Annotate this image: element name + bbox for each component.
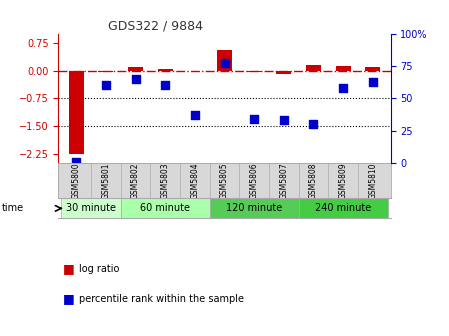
Bar bbox=[128, 67, 143, 71]
Bar bbox=[247, 71, 262, 73]
Text: percentile rank within the sample: percentile rank within the sample bbox=[79, 294, 243, 304]
Bar bbox=[306, 65, 321, 71]
Point bbox=[73, 159, 80, 164]
Text: GSM5800: GSM5800 bbox=[72, 162, 81, 199]
Text: GSM5805: GSM5805 bbox=[220, 162, 229, 199]
Bar bbox=[69, 71, 84, 154]
Point bbox=[280, 118, 287, 123]
Text: GSM5808: GSM5808 bbox=[309, 163, 318, 199]
Text: ■: ■ bbox=[63, 262, 75, 275]
Bar bbox=[121, 198, 210, 218]
Point bbox=[132, 76, 139, 82]
Text: GSM5802: GSM5802 bbox=[131, 163, 140, 199]
Point bbox=[102, 83, 110, 88]
Bar bbox=[217, 50, 232, 71]
Text: GSM5803: GSM5803 bbox=[161, 162, 170, 199]
Text: 120 minute: 120 minute bbox=[226, 203, 282, 213]
Point bbox=[310, 122, 317, 127]
Point bbox=[369, 79, 376, 84]
Bar bbox=[62, 198, 121, 218]
Point bbox=[339, 85, 347, 91]
Text: GSM5809: GSM5809 bbox=[339, 162, 348, 199]
Bar bbox=[98, 71, 113, 73]
Text: GSM5807: GSM5807 bbox=[279, 162, 288, 199]
Bar bbox=[158, 70, 172, 71]
Bar bbox=[336, 66, 351, 71]
Text: GDS322 / 9884: GDS322 / 9884 bbox=[108, 19, 203, 33]
Text: GSM5804: GSM5804 bbox=[190, 162, 199, 199]
Text: time: time bbox=[2, 203, 24, 213]
Text: 240 minute: 240 minute bbox=[315, 203, 371, 213]
Point bbox=[191, 113, 198, 118]
Text: 60 minute: 60 minute bbox=[140, 203, 190, 213]
Point bbox=[251, 116, 258, 122]
Point bbox=[162, 83, 169, 88]
Text: log ratio: log ratio bbox=[79, 264, 119, 274]
Point bbox=[221, 61, 228, 66]
Bar bbox=[210, 198, 299, 218]
Text: ■: ■ bbox=[63, 293, 75, 305]
Bar bbox=[277, 71, 291, 74]
Text: GSM5806: GSM5806 bbox=[250, 162, 259, 199]
Text: GSM5810: GSM5810 bbox=[368, 163, 377, 199]
Text: 30 minute: 30 minute bbox=[66, 203, 116, 213]
Bar bbox=[299, 198, 387, 218]
Bar bbox=[365, 67, 380, 71]
Text: GSM5801: GSM5801 bbox=[101, 163, 110, 199]
